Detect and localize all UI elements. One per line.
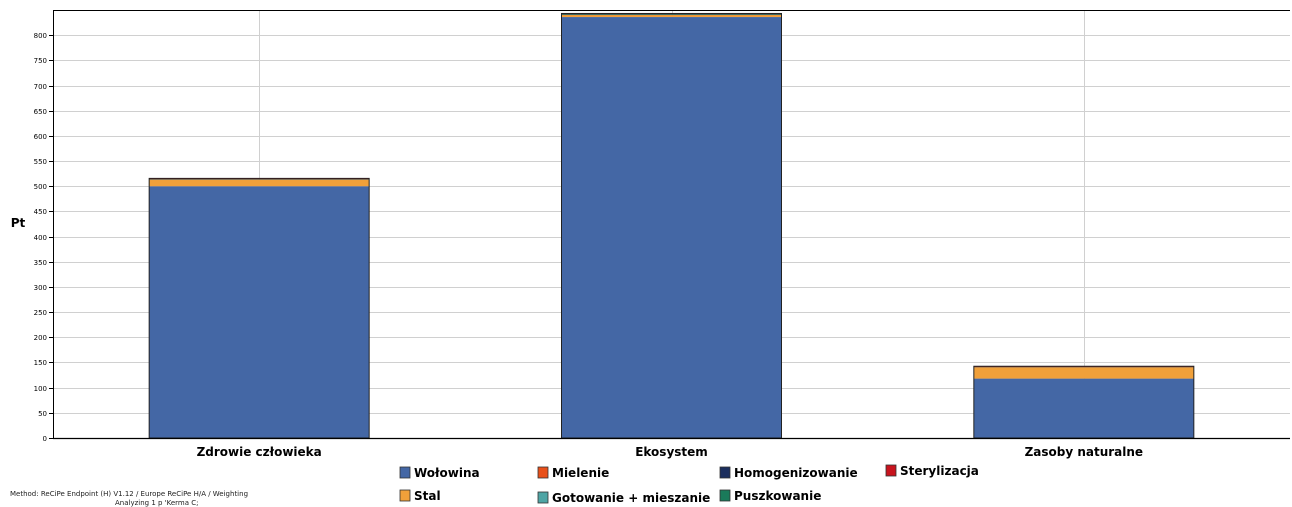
y-tick-label: 650	[34, 108, 47, 116]
analyzing-text: Analyzing 1 p 'Kerma C;	[115, 499, 199, 507]
y-tick-label: 400	[34, 234, 47, 242]
legend: Wołowina Stal Mielenie Gotowanie + mieszani…	[399, 464, 979, 505]
legend-item: Stal	[399, 489, 441, 503]
legend-label: Homogenizowanie	[734, 466, 858, 480]
legend-item: Sterylizacja	[885, 464, 979, 478]
x-category-label: Ekosystem	[635, 445, 708, 459]
legend-item: Wołowina	[399, 466, 480, 480]
axes: 0 50 100 150 200 250 300 350 400 450 500 550 600 650 7…	[11, 10, 1290, 459]
legend-label: Stal	[414, 489, 441, 503]
legend-item: Mielenie	[537, 466, 609, 480]
legend-item: Puszkowanie	[719, 489, 821, 503]
y-tick-label: 150	[34, 359, 47, 367]
legend-swatch	[399, 489, 411, 502]
legend-swatch	[719, 489, 731, 502]
y-tick-label: 500	[34, 183, 47, 191]
x-category-label: Zasoby naturalne	[1025, 445, 1144, 459]
x-category-label: Zdrowie człowieka	[197, 445, 322, 459]
y-tick-label: 0	[43, 435, 47, 443]
legend-swatch	[537, 466, 549, 479]
y-tick-label: 250	[34, 309, 47, 317]
legend-swatch	[399, 466, 411, 479]
legend-label: Wołowina	[414, 466, 480, 480]
y-tick-label: 750	[34, 57, 47, 65]
legend-label: Sterylizacja	[900, 464, 979, 478]
y-tick-label: 300	[34, 284, 47, 292]
bar-segment	[561, 15, 782, 18]
y-tick-label: 100	[34, 385, 47, 393]
bar-segment	[561, 17, 782, 439]
legend-swatch	[537, 491, 549, 504]
y-tick-label: 200	[34, 334, 47, 342]
y-tick-label: 450	[34, 208, 47, 216]
method-text: Method: ReCiPe Endpoint (H) V1.12 / Euro…	[10, 490, 249, 498]
legend-label: Puszkowanie	[734, 489, 821, 503]
bar-segment	[561, 13, 782, 15]
y-tick-label: 600	[34, 133, 47, 141]
bar-segment	[973, 367, 1194, 379]
legend-item: Homogenizowanie	[719, 466, 858, 480]
y-tick-label: 550	[34, 158, 47, 166]
y-tick-label: 700	[34, 83, 47, 91]
bar-segment	[149, 179, 370, 187]
y-tick-label: 350	[34, 259, 47, 267]
y-tick-label: 50	[38, 410, 47, 418]
legend-item: Gotowanie + mieszanie	[537, 491, 710, 505]
legend-swatch	[885, 464, 897, 477]
legend-label: Mielenie	[552, 466, 609, 480]
y-axis-title: Pt	[11, 216, 26, 230]
legend-swatch	[719, 466, 731, 479]
bars	[148, 12, 1195, 439]
bar-segment	[973, 378, 1194, 438]
y-tick-label: 800	[34, 32, 47, 40]
bar-segment	[149, 186, 370, 438]
legend-label: Gotowanie + mieszanie	[552, 491, 710, 505]
